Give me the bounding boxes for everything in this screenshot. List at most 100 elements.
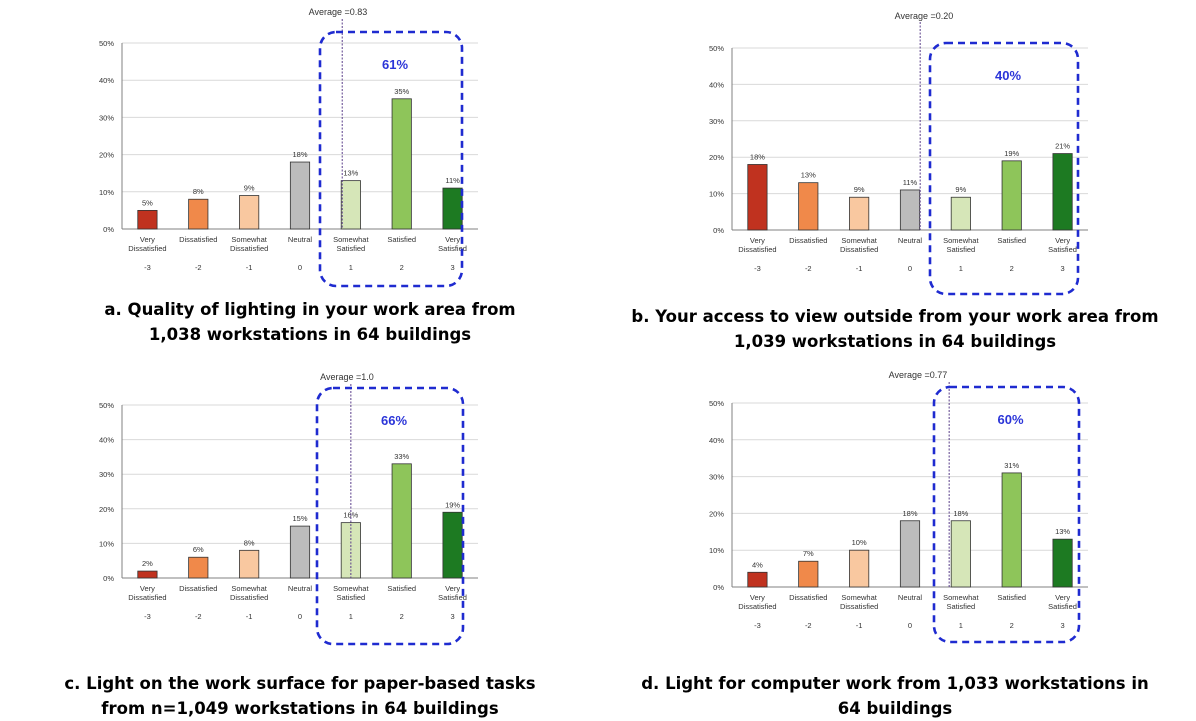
scale-label: -1 <box>856 264 863 273</box>
data-label: 10% <box>852 538 867 547</box>
bar <box>340 180 361 230</box>
category-label: Neutral <box>288 235 313 244</box>
scale-label: -1 <box>246 263 253 272</box>
scale-label: 0 <box>298 263 302 272</box>
y-tick-label: 40% <box>709 436 724 445</box>
category-label: Dissatisfied <box>789 236 827 245</box>
caption-d: d. Light for computer work from 1,033 wo… <box>641 674 1149 718</box>
category-label: Somewhat Dissatisfied <box>840 236 878 254</box>
scale-label: 2 <box>400 612 404 621</box>
y-tick-label: 30% <box>99 113 114 122</box>
chart-d: 0% 10% 20% 30% 40% 50% 4% 7% 10% 18% 18% 31% 13% Very… <box>709 370 1088 644</box>
category-label: Satisfied <box>997 236 1026 245</box>
bar <box>1001 160 1022 231</box>
bar <box>239 195 260 230</box>
bar <box>188 556 209 579</box>
category-label: Satisfied <box>997 593 1026 602</box>
scale-label: -3 <box>754 264 761 273</box>
y-tick-label: 30% <box>99 470 114 479</box>
scale-label: -2 <box>195 263 202 272</box>
y-tick-label: 10% <box>99 539 114 548</box>
y-tick-label: 10% <box>709 546 724 555</box>
data-label: 19% <box>1004 149 1019 158</box>
y-tick-label: 40% <box>709 80 724 89</box>
category-label: Somewhat Satisfied <box>943 236 979 254</box>
average-label: Average =0.83 <box>309 7 368 17</box>
satisfied-box <box>315 386 465 646</box>
y-tick-label: 30% <box>709 117 724 126</box>
average-label: Average =0.20 <box>895 11 954 21</box>
data-label: 21% <box>1055 142 1070 151</box>
scale-label: -2 <box>805 264 812 273</box>
scale-label: 1 <box>959 264 963 273</box>
chart-a: 0% 10% 20% 30% 40% 50% 5% 8% 9% 18% 13% 35% 11% Very D… <box>99 7 478 288</box>
caption-b: b. Your access to view outside from your… <box>631 307 1159 351</box>
satisfied-box <box>318 30 464 288</box>
category-label: Dissatisfied <box>179 235 217 244</box>
scale-label: -3 <box>754 621 761 630</box>
scale-label: 1 <box>959 621 963 630</box>
data-label: 13% <box>801 171 816 180</box>
category-label: Somewhat Dissatisfied <box>840 593 878 611</box>
data-label: 18% <box>953 509 968 518</box>
scale-label: 2 <box>1010 264 1014 273</box>
data-label: 33% <box>394 452 409 461</box>
bar <box>1052 153 1073 231</box>
bar <box>391 463 412 579</box>
scale-label: 3 <box>1060 621 1064 630</box>
scale-label: 1 <box>349 263 353 272</box>
data-label: 9% <box>244 184 255 193</box>
scale-label: 0 <box>908 621 912 630</box>
category-label: Neutral <box>898 593 923 602</box>
scale-label: -2 <box>805 621 812 630</box>
y-tick-label: 40% <box>99 436 114 445</box>
scale-label: 0 <box>298 612 302 621</box>
y-tick-label: 0% <box>713 226 724 235</box>
bar <box>137 209 158 230</box>
y-tick-label: 0% <box>103 225 114 234</box>
data-label: 8% <box>244 538 255 547</box>
category-label: Dissatisfied <box>179 584 217 593</box>
bar <box>289 525 311 579</box>
y-tick-label: 40% <box>99 76 114 85</box>
chart-panel-a: 0% 10% 20% 30% 40% 50% 5% 8% 9% 18% 13% 35% 11% Very D… <box>80 0 500 300</box>
chart-c: 0%10%20%30%40%50%2%6%8%15% 16%33%19%Very D… <box>99 372 478 646</box>
satisfied-total: 66% <box>381 413 407 428</box>
category-label: Very Satisfied <box>1048 593 1077 611</box>
y-tick-label: 50% <box>99 401 114 410</box>
category-label: Somewhat Dissatisfied <box>230 235 268 253</box>
average-label: Average =0.77 <box>889 370 948 380</box>
data-label: 11% <box>903 178 918 187</box>
scale-label: 2 <box>1010 621 1014 630</box>
data-label: 35% <box>394 87 409 96</box>
bar <box>747 164 768 231</box>
category-label: Somewhat Dissatisfied <box>230 584 268 602</box>
y-tick-label: 50% <box>709 399 724 408</box>
bar <box>899 189 921 231</box>
category-label: Very Satisfied <box>1048 236 1077 254</box>
data-label: 18% <box>902 509 917 518</box>
bar <box>442 511 463 579</box>
y-tick-label: 20% <box>709 509 724 518</box>
bar <box>849 549 870 588</box>
data-label: 13% <box>1055 527 1070 536</box>
chart-panel-d: 0% 10% 20% 30% 40% 50% 4% 7% 10% 18% 18% 31% 13% Very… <box>690 368 1110 668</box>
bar <box>798 182 819 231</box>
scale-label: -3 <box>144 612 151 621</box>
y-tick-label: 20% <box>709 153 724 162</box>
category-label: Very Dissatisfied <box>738 236 776 254</box>
category-label: Very Dissatisfied <box>128 235 166 253</box>
bar <box>950 196 971 231</box>
data-label: 9% <box>955 185 966 194</box>
data-label: 9% <box>854 185 865 194</box>
category-label: Dissatisfied <box>789 593 827 602</box>
caption-c: c. Light on the work surface for paper-b… <box>64 674 536 718</box>
y-tick-label: 30% <box>709 473 724 482</box>
satisfied-total: 61% <box>382 57 408 72</box>
category-label: Somewhat Satisfied <box>333 584 369 602</box>
data-label: 5% <box>142 198 153 207</box>
average-label: Average =1.0 <box>320 372 374 382</box>
scale-label: 3 <box>450 263 454 272</box>
y-tick-label: 0% <box>713 583 724 592</box>
y-tick-label: 10% <box>99 188 114 197</box>
